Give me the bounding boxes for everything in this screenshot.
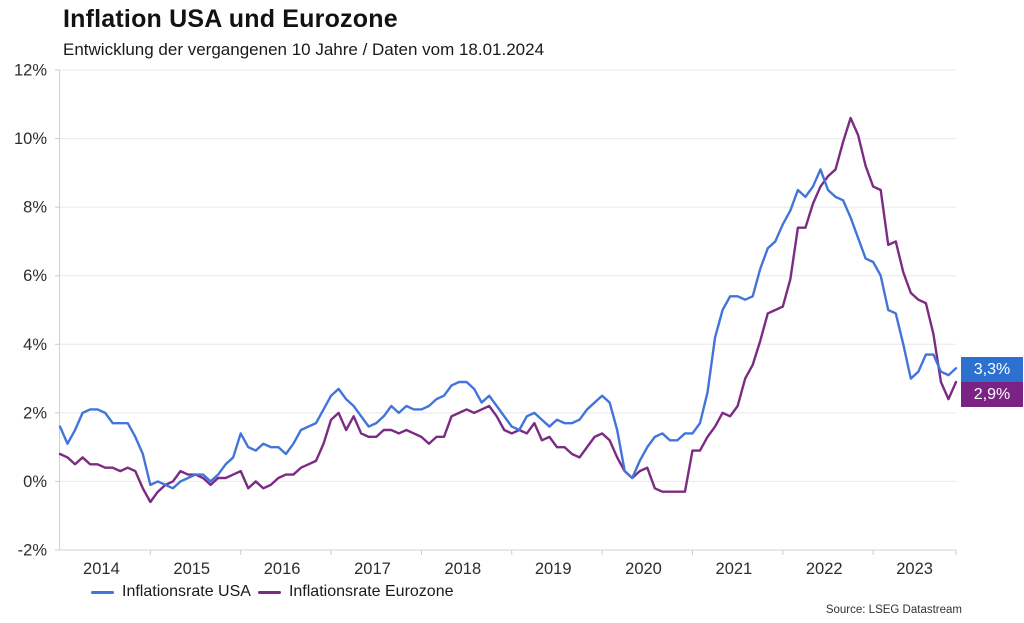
x-tick-label: 2023 xyxy=(896,560,933,578)
eurozone-current-value-badge: 2,9% xyxy=(961,382,1023,407)
usa-line-swatch-icon xyxy=(91,590,114,594)
chart-title: Inflation USA und Eurozone xyxy=(63,5,398,33)
legend-item-usa: Inflationsrate USA xyxy=(91,583,251,601)
series-line xyxy=(58,168,958,490)
x-tick-label: 2016 xyxy=(264,560,301,578)
y-tick-label: -2% xyxy=(18,542,48,560)
legend: Inflationsrate USA Inflationsrate Eurozo… xyxy=(91,583,454,601)
y-tick-label: 0% xyxy=(23,473,47,491)
x-tick-label: 2019 xyxy=(535,560,572,578)
x-tick-label: 2017 xyxy=(354,560,391,578)
current-value-badges: 3,3% 2,9% xyxy=(961,357,1023,407)
source-credit: Source: LSEG Datastream xyxy=(825,604,962,616)
y-tick-label: 2% xyxy=(23,404,47,422)
x-tick-label: 2020 xyxy=(625,560,662,578)
y-tick-label: 10% xyxy=(14,130,47,148)
eurozone-line-swatch-icon xyxy=(257,590,281,594)
x-tick-label: 2021 xyxy=(716,560,753,578)
x-tick-label: 2014 xyxy=(83,560,120,578)
legend-label-usa: Inflationsrate USA xyxy=(122,583,251,600)
usa-current-value-badge: 3,3% xyxy=(961,357,1023,382)
x-tick-label: 2015 xyxy=(173,560,210,578)
y-tick-label: 6% xyxy=(23,267,47,285)
legend-label-eurozone: Inflationsrate Eurozone xyxy=(288,583,454,600)
x-tick-label: 2018 xyxy=(444,560,481,578)
y-tick-label: 12% xyxy=(14,62,47,80)
x-tick-label: 2022 xyxy=(806,560,843,578)
chart-subtitle: Entwicklung der vergangenen 10 Jahre / D… xyxy=(63,40,545,59)
series-line xyxy=(58,116,958,504)
legend-item-eurozone: Inflationsrate Eurozone xyxy=(257,583,454,601)
y-tick-label: 4% xyxy=(23,336,47,354)
y-tick-label: 8% xyxy=(23,199,47,217)
